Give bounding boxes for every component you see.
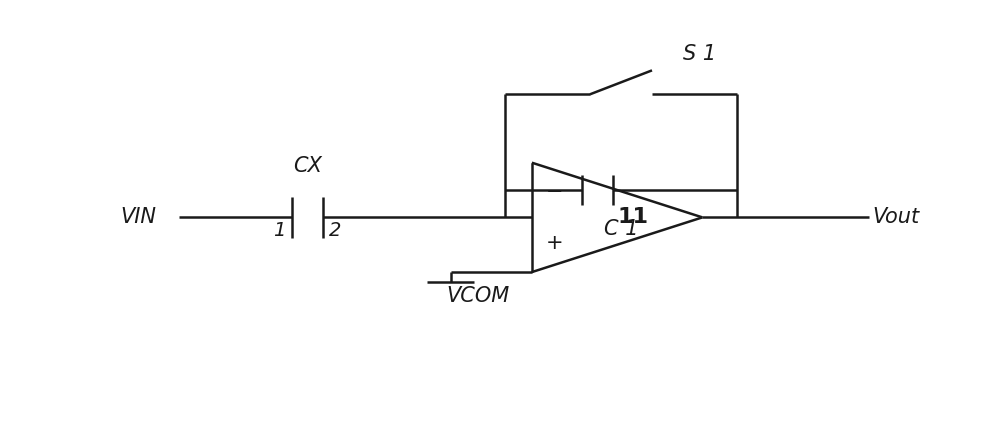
Text: 2: 2 (329, 221, 341, 240)
Text: S 1: S 1 (683, 44, 716, 63)
Text: 11: 11 (617, 207, 648, 227)
Text: +: + (546, 233, 563, 253)
Text: C 1: C 1 (604, 219, 638, 239)
Text: VIN: VIN (120, 207, 156, 227)
Text: Vout: Vout (873, 207, 920, 227)
Text: CX: CX (293, 156, 322, 176)
Text: 1: 1 (273, 221, 285, 240)
Text: VCOM: VCOM (446, 286, 509, 306)
Text: −: − (546, 182, 563, 202)
